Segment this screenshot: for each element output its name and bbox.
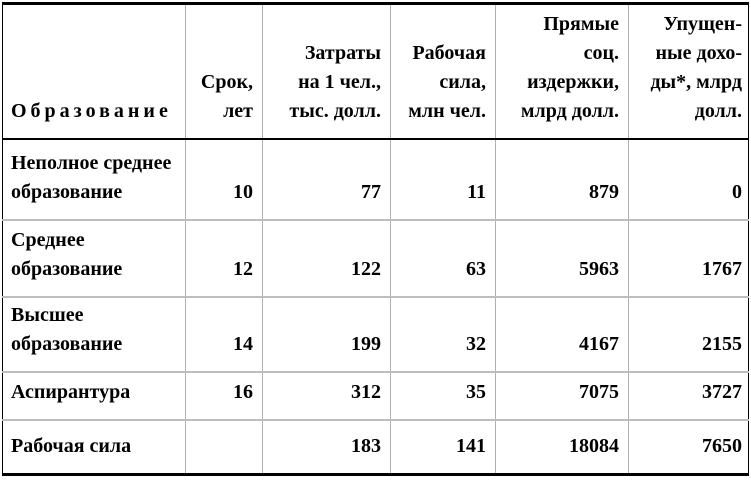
cell-direct-cost: 18084 <box>495 418 629 476</box>
cell-labor: 141 <box>390 418 496 476</box>
cell-direct-cost: 5963 <box>495 218 629 297</box>
cell-term: 16 <box>185 370 263 420</box>
cell-term: 14 <box>185 295 263 372</box>
table-body: Неполное среднее образование 10 77 11 87… <box>2 138 749 476</box>
cell-direct-cost: 879 <box>495 138 629 220</box>
cell-cost: 183 <box>262 418 391 476</box>
cell-term: 12 <box>185 218 263 297</box>
cell-lost-income: 7650 <box>628 418 749 476</box>
row-label: Высшее образование <box>2 295 186 372</box>
cell-lost-income: 0 <box>628 138 749 220</box>
cell-term: 10 <box>185 138 263 220</box>
table-row: Неполное среднее образование 10 77 11 87… <box>2 138 749 220</box>
row-label: Аспирантура <box>2 370 186 420</box>
cell-lost-income: 1767 <box>628 218 749 297</box>
cell-lost-income: 2155 <box>628 295 749 372</box>
row-label: Неполное среднее образование <box>2 138 186 220</box>
table-header: Образование Срок, лет Затраты на 1 чел.,… <box>2 2 749 140</box>
table-row: Рабочая сила 183 141 18084 7650 <box>2 418 749 476</box>
cell-cost: 77 <box>262 138 391 220</box>
cell-cost: 122 <box>262 218 391 297</box>
cell-cost: 199 <box>262 295 391 372</box>
cell-lost-income: 3727 <box>628 370 749 420</box>
cell-labor: 35 <box>390 370 496 420</box>
table-row: Аспирантура 16 312 35 7075 3727 <box>2 370 749 420</box>
row-label: Рабочая сила <box>2 418 186 476</box>
cell-labor: 32 <box>390 295 496 372</box>
cell-term <box>185 418 263 476</box>
cell-labor: 63 <box>390 218 496 297</box>
table-row: Среднее образование 12 122 63 5963 1767 <box>2 218 749 297</box>
header-education: Образование <box>2 2 186 140</box>
header-direct-costs: Прямые соц. издержки, млрд долл. <box>495 2 629 140</box>
cell-cost: 312 <box>262 370 391 420</box>
cell-labor: 11 <box>390 138 496 220</box>
header-term-years: Срок, лет <box>185 2 263 140</box>
header-labor-force: Рабочая сила, млн чел. <box>390 2 496 140</box>
header-cost-per-person: Затраты на 1 чел., тыс. долл. <box>262 2 391 140</box>
table-row: Высшее образование 14 199 32 4167 2155 <box>2 295 749 372</box>
cell-direct-cost: 4167 <box>495 295 629 372</box>
row-label: Среднее образование <box>2 218 186 297</box>
cell-direct-cost: 7075 <box>495 370 629 420</box>
header-lost-income: Упущен- ные дохо- ды*, млрд долл. <box>628 2 749 140</box>
header-row: Образование Срок, лет Затраты на 1 чел.,… <box>2 2 749 140</box>
